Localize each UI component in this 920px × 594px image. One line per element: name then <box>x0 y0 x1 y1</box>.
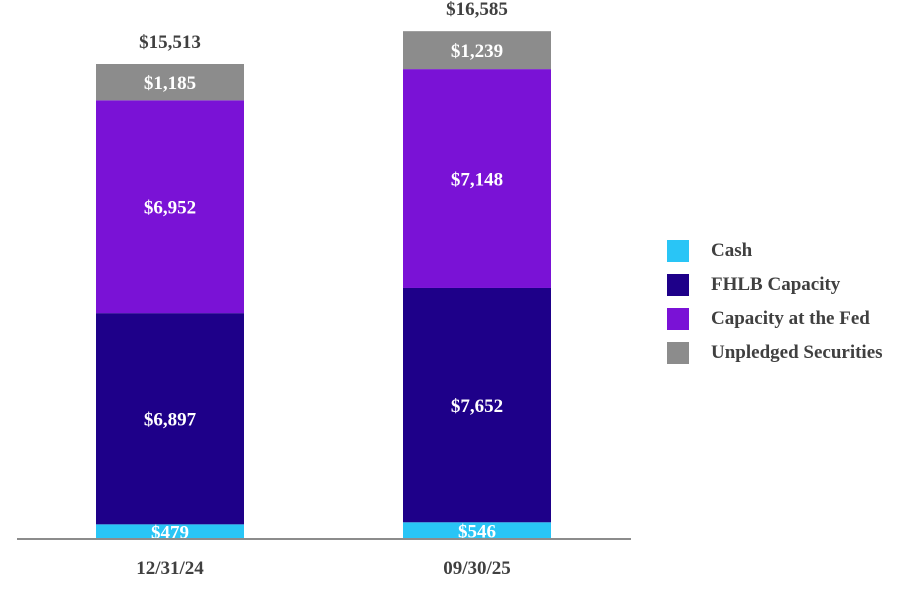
data-label-fhlb-capacity-1: $6,897 <box>144 410 197 431</box>
legend-swatch-cash <box>667 240 689 262</box>
legend-label-capacity-at-the-fed: Capacity at the Fed <box>711 308 870 330</box>
data-label-capacity-at-the-fed-1: $6,952 <box>144 198 196 219</box>
x-tick-label-2: 09/30/25 <box>443 558 511 579</box>
legend-swatch-unpledged-securities <box>667 342 689 364</box>
legend-item-capacity-at-the-fed: Capacity at the Fed <box>667 302 883 336</box>
total-label-2: $16,585 <box>446 0 508 20</box>
data-label-cash-1: $479 <box>151 523 189 544</box>
legend-swatch-capacity-at-the-fed <box>667 308 689 330</box>
data-label-fhlb-capacity-2: $7,652 <box>451 396 503 417</box>
legend-item-fhlb-capacity: FHLB Capacity <box>667 268 883 302</box>
total-label-1: $15,513 <box>139 32 201 53</box>
legend-label-cash: Cash <box>711 240 752 262</box>
x-tick-label-1: 12/31/24 <box>136 558 204 579</box>
legend-item-unpledged-securities: Unpledged Securities <box>667 336 883 370</box>
legend-item-cash: Cash <box>667 234 883 268</box>
data-label-unpledged-securities-2: $1,239 <box>451 41 503 62</box>
legend-label-unpledged-securities: Unpledged Securities <box>711 342 883 364</box>
chart-legend: Cash FHLB Capacity Capacity at the Fed U… <box>667 234 883 370</box>
data-label-capacity-at-the-fed-2: $7,148 <box>451 170 503 191</box>
data-label-unpledged-securities-1: $1,185 <box>144 73 196 94</box>
bars-group <box>96 31 551 539</box>
legend-swatch-fhlb-capacity <box>667 274 689 296</box>
legend-label-fhlb-capacity: FHLB Capacity <box>711 274 840 296</box>
